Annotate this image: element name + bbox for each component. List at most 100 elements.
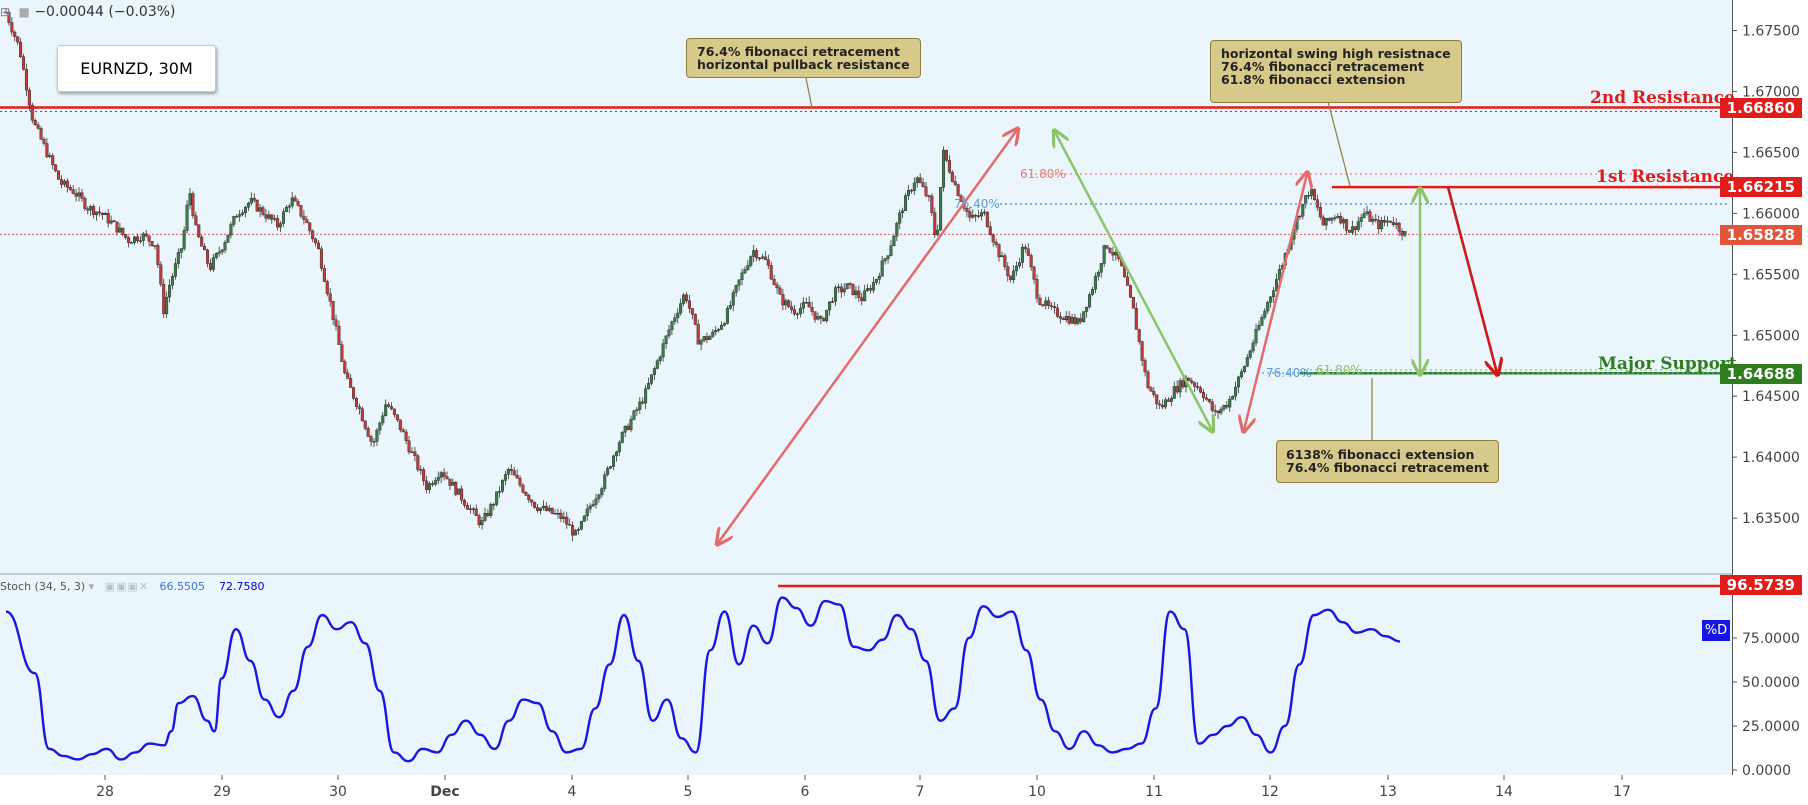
candle-body: [1187, 377, 1191, 382]
annotation-pointer: [1324, 89, 1351, 187]
candle-body: [352, 387, 356, 399]
candle-body: [904, 195, 908, 211]
candle-body: [83, 198, 87, 210]
candle-body: [1023, 246, 1027, 250]
menu-icon[interactable]: ⊟: [0, 5, 11, 19]
candle-body: [1394, 222, 1398, 225]
candle-body: [571, 525, 575, 536]
candle-body: [1114, 251, 1118, 256]
fib-label-top-764: 76.40%: [954, 197, 1000, 211]
candle-body: [1365, 211, 1369, 214]
candle-body: [299, 205, 303, 217]
candle-body: [206, 249, 210, 264]
candle-body: [1140, 341, 1144, 361]
candle-body: [977, 215, 981, 217]
candle-body: [968, 211, 972, 218]
candle-body: [130, 242, 134, 244]
candle-body: [369, 436, 373, 442]
candle-body: [1368, 211, 1372, 222]
candle-body: [842, 288, 846, 293]
candle-body: [696, 324, 700, 345]
candle-body: [392, 408, 396, 415]
candle-body: [527, 495, 531, 501]
candle-body: [451, 482, 455, 486]
candle-body: [273, 218, 277, 220]
candle-body: [906, 190, 910, 196]
candle-body: [290, 197, 294, 207]
candle-body: [144, 233, 148, 237]
candle-body: [407, 440, 411, 453]
candle-body: [328, 293, 332, 302]
candle-body: [115, 221, 119, 233]
candle-body: [343, 361, 347, 374]
candle-body: [930, 195, 934, 213]
candle-body: [614, 451, 618, 457]
square-icon: ■: [18, 5, 30, 19]
candle-body: [1345, 219, 1349, 231]
candle-body: [22, 56, 26, 70]
candle-body: [988, 226, 992, 235]
candle-body: [416, 455, 420, 470]
candle-body: [524, 491, 528, 496]
candle-body: [1362, 213, 1366, 218]
candle-body: [1155, 394, 1159, 405]
candle-body: [375, 429, 379, 442]
price-tick-label: 1.63500: [1742, 511, 1800, 527]
candle-body: [223, 242, 227, 251]
candle-body: [1380, 220, 1384, 230]
candle-body: [1146, 371, 1150, 388]
candle-body: [880, 260, 884, 277]
indicator-controls[interactable]: ▣▣▣✕: [104, 580, 150, 593]
candle-body: [711, 331, 715, 337]
candle-body: [787, 300, 791, 307]
price-tick-label: 1.67000: [1742, 84, 1800, 100]
candle-body: [1260, 317, 1264, 326]
candle-body: [138, 240, 142, 242]
candle-body: [284, 207, 288, 212]
candle-body: [1137, 329, 1141, 342]
candle-body: [714, 330, 718, 333]
candle-body: [658, 356, 662, 361]
candle-body: [690, 308, 694, 315]
candle-body: [1099, 263, 1103, 273]
candle-body: [86, 208, 90, 211]
candle-body: [463, 500, 467, 506]
candle-body: [1201, 391, 1205, 399]
indicator-dropdown-icon[interactable]: ▾: [88, 580, 95, 593]
candle-body: [752, 250, 756, 257]
candle-body: [460, 488, 464, 501]
time-axis-background: [0, 775, 1732, 805]
candle-body: [1047, 300, 1051, 306]
candle-body: [168, 284, 172, 298]
candle-body: [448, 478, 452, 486]
candle-body: [854, 290, 858, 295]
stoch-tick-label: 0.0000: [1742, 763, 1791, 779]
candle-body: [971, 214, 975, 218]
candle-body: [165, 296, 169, 315]
annotation-swing-high: horizontal swing high resistnace 76.4% f…: [1210, 40, 1462, 103]
last-price: 1.65828: [1719, 225, 1802, 245]
candle-body: [337, 325, 341, 345]
candle-body: [1391, 221, 1395, 225]
candle-body: [693, 314, 697, 325]
candle-body: [173, 263, 177, 277]
candle-body: [731, 292, 735, 306]
major-support-label: Major Support: [1598, 354, 1737, 374]
candle-body: [1196, 386, 1200, 388]
candle-body: [883, 258, 887, 262]
candle-body: [71, 189, 75, 194]
candle-body: [944, 149, 948, 161]
candle-body: [16, 36, 20, 43]
candle-body: [740, 272, 744, 280]
candle-body: [457, 488, 461, 495]
candle-body: [106, 213, 110, 224]
candle-body: [176, 252, 180, 264]
candle-body: [267, 214, 271, 219]
candle-body: [1161, 404, 1165, 408]
candle-body: [565, 516, 569, 525]
candle-body: [1210, 401, 1214, 411]
candle-body: [118, 227, 122, 233]
candle-body: [317, 242, 321, 250]
candle-body: [667, 329, 671, 337]
